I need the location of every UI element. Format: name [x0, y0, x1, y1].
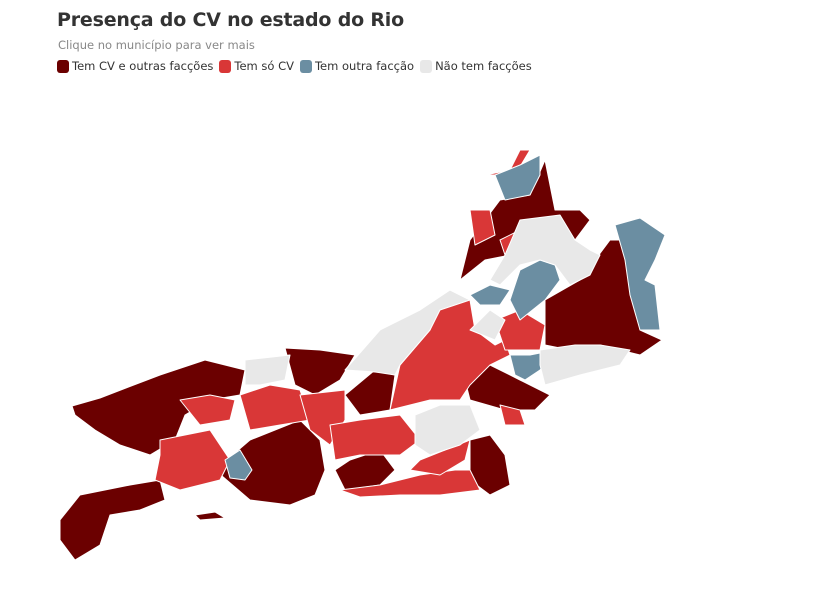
municipality[interactable]: [469, 209, 496, 246]
municipalities-no-faction: [244, 214, 631, 456]
legend-item-no-faction: Não tem facções: [420, 59, 532, 73]
legend-label: Não tem facções: [435, 59, 532, 73]
municipality[interactable]: [179, 394, 236, 426]
municipality[interactable]: [244, 354, 291, 386]
municipality[interactable]: [499, 404, 526, 426]
municipality[interactable]: [464, 364, 551, 411]
legend-item-only-cv: Tem só CV: [219, 59, 294, 73]
municipality[interactable]: [194, 511, 226, 521]
municipality[interactable]: [59, 479, 166, 561]
municipality[interactable]: [494, 154, 541, 201]
municipality[interactable]: [214, 419, 326, 506]
legend-label: Tem só CV: [234, 59, 294, 73]
municipality[interactable]: [344, 289, 471, 376]
municipality[interactable]: [284, 347, 356, 396]
municipality[interactable]: [414, 404, 481, 456]
municipalities-only-cv: [154, 149, 546, 498]
legend-item-cv-and-others: Tem CV e outras facções: [57, 59, 213, 73]
municipality[interactable]: [224, 449, 253, 481]
legend-item-other-faction: Tem outra facção: [299, 59, 415, 73]
municipality[interactable]: [539, 344, 631, 386]
municipality[interactable]: [154, 429, 231, 491]
legend-swatch: [299, 59, 312, 73]
map-title: Presença do CV no estado do Rio: [57, 9, 404, 31]
legend-label: Tem outra facção: [314, 59, 415, 73]
municipality[interactable]: [614, 217, 666, 331]
municipality[interactable]: [344, 369, 396, 416]
municipality[interactable]: [489, 214, 601, 286]
legend-label: Tem CV e outras facções: [72, 59, 214, 73]
map-subtitle: Clique no município para ver mais: [58, 38, 255, 52]
legend-swatch: [420, 59, 433, 73]
legend-swatch: [219, 59, 232, 73]
legend: Tem CV e outras facções Tem só CV Tem ou…: [57, 59, 538, 73]
municipality[interactable]: [339, 469, 481, 498]
legend-swatch: [57, 59, 69, 73]
municipality[interactable]: [329, 414, 421, 461]
municipality[interactable]: [469, 284, 511, 306]
municipality[interactable]: [509, 259, 561, 321]
municipality[interactable]: [469, 309, 506, 341]
